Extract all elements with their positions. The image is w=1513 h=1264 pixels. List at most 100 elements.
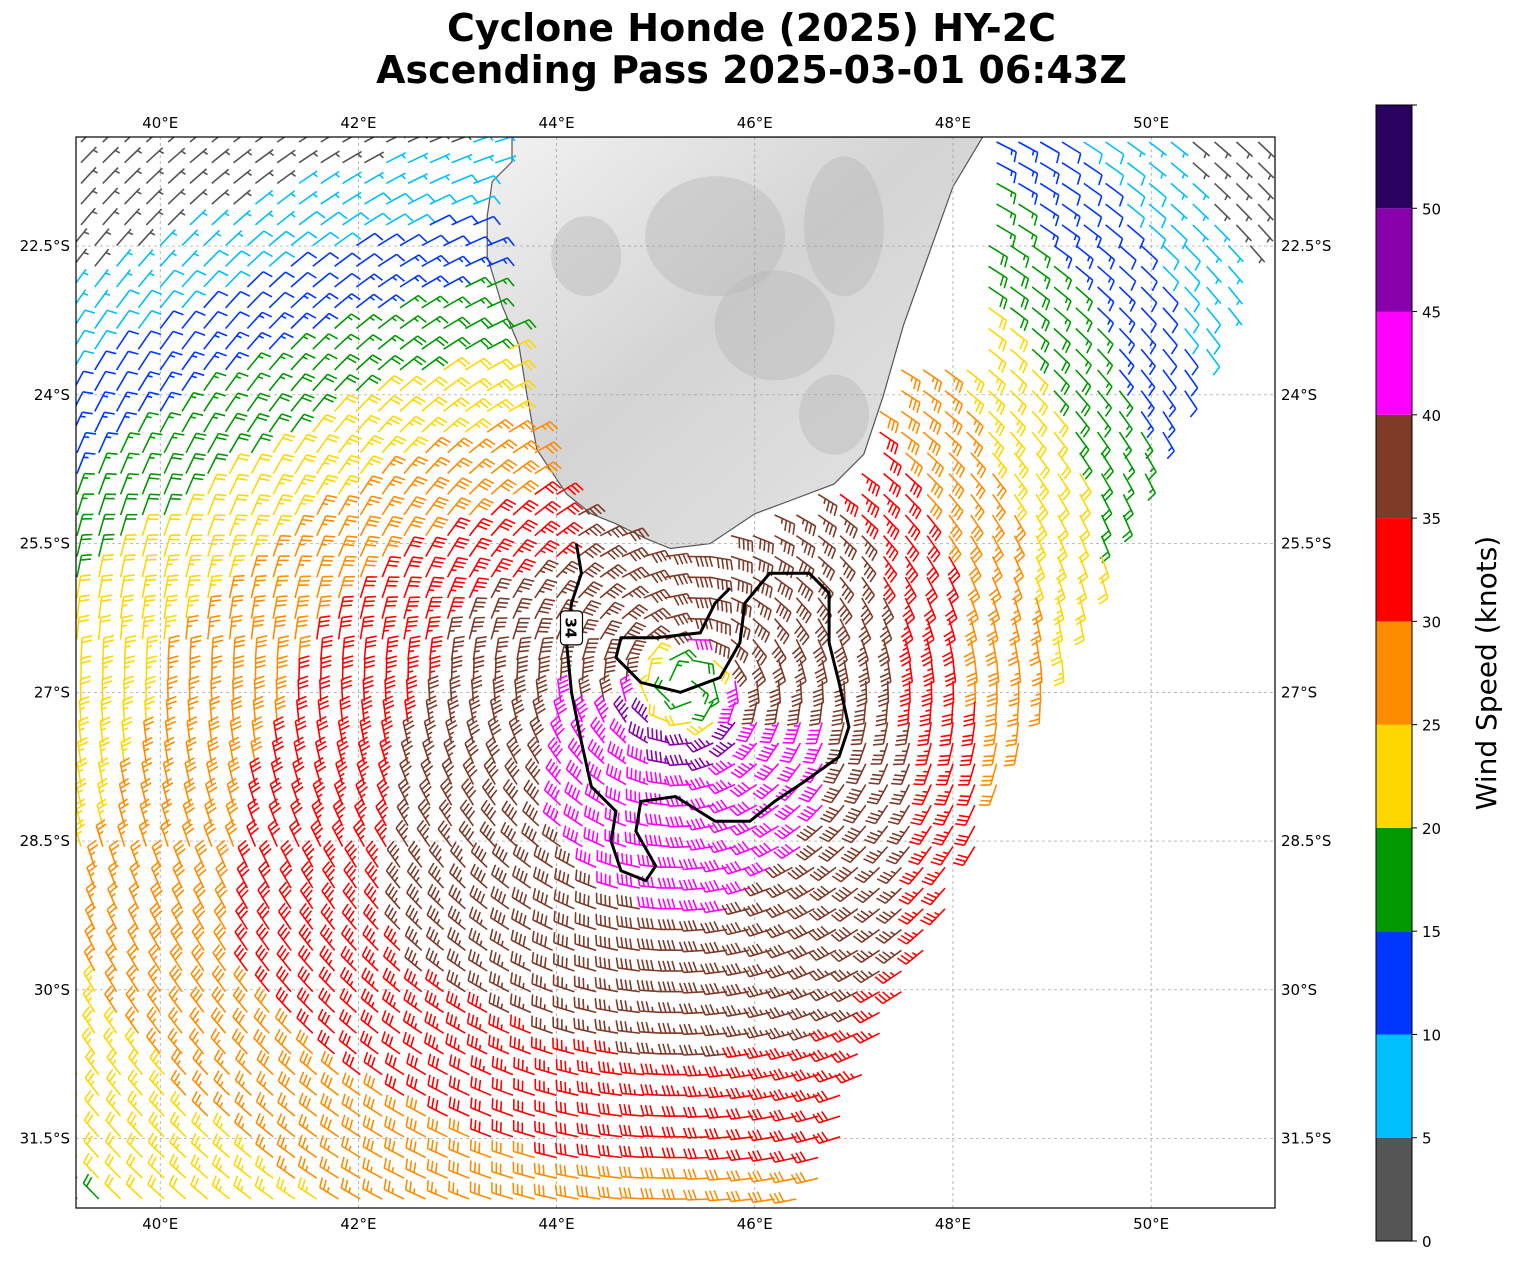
wind-barb — [192, 902, 206, 930]
wind-barb — [555, 579, 581, 599]
wind-barb — [470, 1097, 492, 1117]
wind-barb — [946, 576, 960, 605]
wind-barb — [531, 952, 553, 972]
wind-barb — [115, 350, 139, 371]
wind-barb — [490, 597, 510, 619]
wind-barb — [866, 784, 889, 805]
wind-barb — [119, 534, 137, 557]
wind-barb — [233, 1154, 252, 1179]
wind-barb — [1162, 245, 1180, 271]
wind-barb — [791, 639, 807, 667]
wind-barb — [1184, 286, 1201, 313]
wind-barb — [573, 694, 589, 723]
wind-barb — [115, 330, 140, 350]
wind-barb — [573, 1017, 597, 1034]
lat-tick-label-left: 28.5°S — [20, 832, 70, 850]
wind-barb — [277, 1071, 296, 1096]
wind-barb — [141, 554, 158, 578]
wind-barb — [830, 1029, 859, 1043]
lat-tick-label-left: 24°S — [34, 386, 70, 404]
wind-barb — [1061, 224, 1081, 248]
wind-barb — [828, 722, 845, 745]
wind-barb — [80, 634, 93, 661]
wind-barb — [185, 493, 205, 516]
wind-barb — [877, 680, 890, 707]
wind-barb — [1031, 348, 1050, 374]
wind-barb — [948, 493, 964, 521]
wind-barb — [683, 1168, 710, 1180]
wind-barb — [833, 639, 848, 667]
wind-barb — [319, 675, 331, 702]
wind-barb — [599, 525, 628, 539]
wind-barb — [163, 594, 178, 619]
wind-barb — [700, 1045, 728, 1057]
wind-barb — [599, 674, 613, 702]
wind-barb — [276, 1134, 296, 1159]
wind-barb — [1079, 514, 1091, 543]
wind-barb — [377, 415, 403, 433]
wind-barb — [256, 902, 270, 930]
wind-barb — [868, 763, 889, 785]
wind-barb — [228, 433, 251, 454]
wind-barb — [932, 804, 954, 826]
wind-barb — [340, 1156, 361, 1179]
wind-barb — [312, 353, 338, 371]
wind-barb — [224, 351, 250, 371]
wind-barb — [235, 881, 249, 910]
wind-barb — [149, 1048, 165, 1076]
wind-barb — [640, 1104, 666, 1117]
wind-barb — [465, 317, 493, 330]
wind-barb — [319, 924, 336, 951]
wind-barb — [468, 577, 490, 599]
wind-barb — [578, 674, 591, 702]
wind-barb — [730, 534, 754, 552]
wind-barb — [553, 889, 575, 910]
wind-barb — [1073, 618, 1085, 646]
wind-barb — [213, 902, 227, 930]
wind-barb — [294, 595, 310, 619]
wind-barb — [988, 307, 1008, 331]
wind-barb — [82, 1173, 100, 1200]
wind-barb — [252, 695, 265, 723]
wind-barb — [1096, 369, 1113, 396]
wind-barb — [594, 1039, 619, 1055]
wind-barb — [137, 330, 162, 350]
wind-barb — [84, 1069, 100, 1096]
wind-barb — [268, 413, 292, 433]
wind-barb — [504, 757, 520, 785]
wind-barb — [290, 798, 303, 827]
wind-barb — [148, 923, 162, 951]
wind-barb — [643, 607, 672, 623]
wind-barb — [464, 418, 492, 433]
wind-barb — [342, 882, 358, 910]
wind-barb — [189, 635, 202, 661]
wind-barb — [362, 675, 374, 702]
wind-barb — [320, 1050, 340, 1076]
wind-barb — [678, 878, 706, 891]
wind-barb — [425, 536, 447, 557]
wind-barb — [342, 150, 363, 164]
wind-barb — [230, 695, 243, 723]
wind-barb — [381, 535, 403, 557]
wind-barb — [365, 840, 379, 868]
wind-barb — [1227, 245, 1244, 264]
terrain-shade — [799, 374, 870, 455]
wind-barb — [115, 248, 133, 267]
wind-barb — [237, 839, 251, 868]
wind-barb — [381, 455, 406, 475]
wind-barb — [106, 902, 118, 930]
wind-barb — [319, 1114, 340, 1138]
wind-barb — [985, 701, 998, 727]
wind-barb — [119, 574, 135, 599]
wind-barb — [277, 902, 292, 930]
wind-barb — [875, 928, 902, 944]
wind-barb — [355, 374, 382, 392]
colorbar-bin — [1376, 724, 1412, 828]
wind-barb — [61, 1007, 73, 1033]
wind-barb — [169, 943, 183, 972]
wind-barb — [466, 1012, 488, 1034]
wind-barb — [661, 1105, 688, 1117]
wind-barb — [294, 535, 314, 557]
wind-barb — [808, 925, 837, 941]
wind-barb — [858, 618, 872, 647]
